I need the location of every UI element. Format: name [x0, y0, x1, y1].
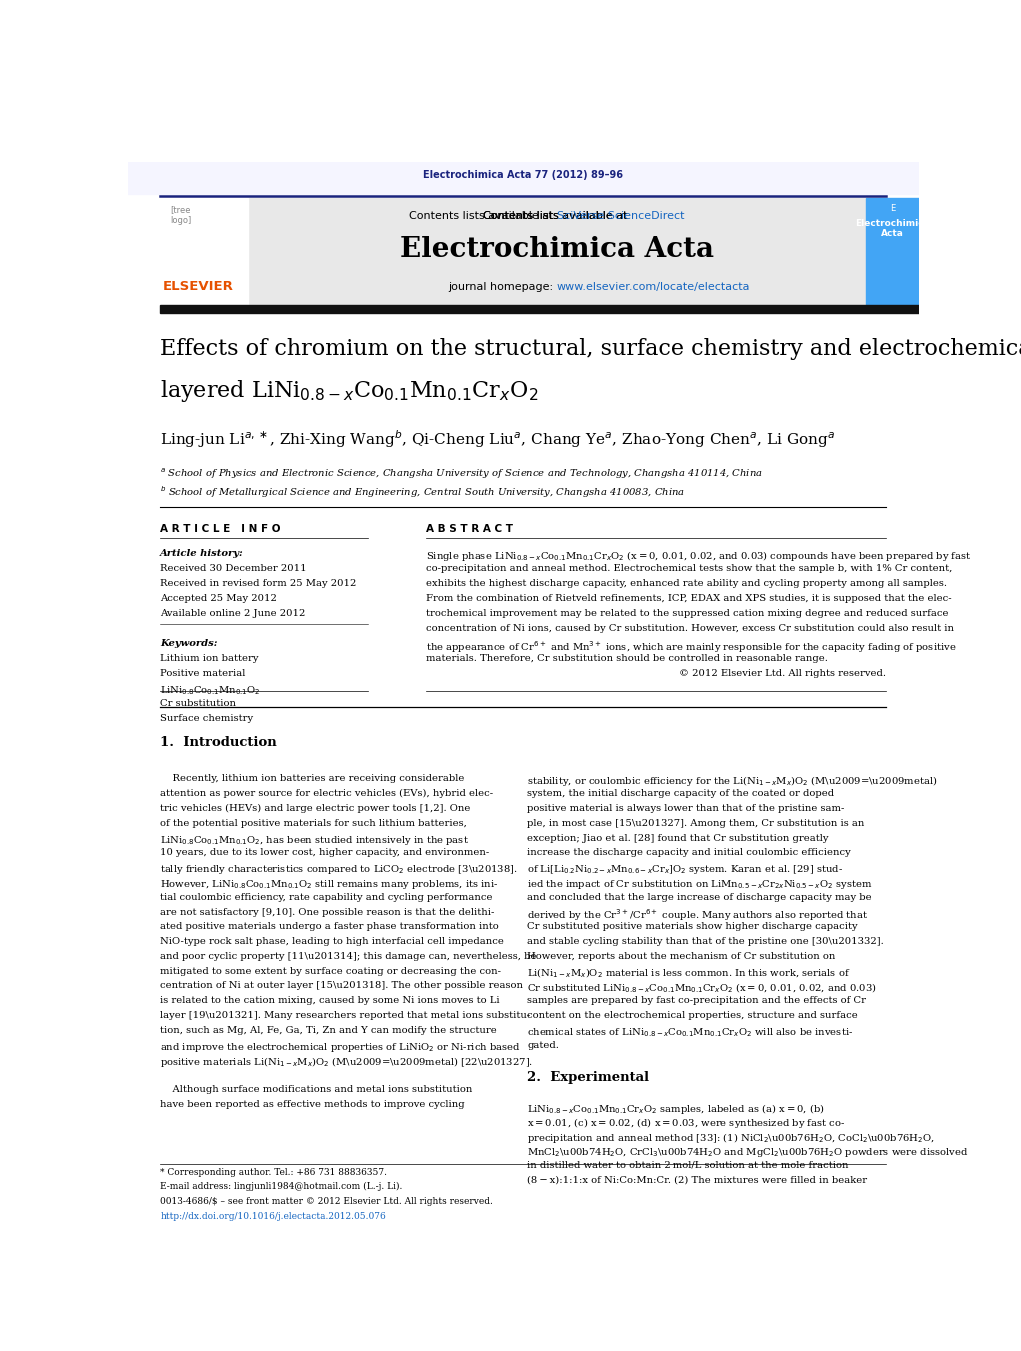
Text: Article history:: Article history:	[160, 549, 244, 558]
Text: exception; Jiao et al. [28] found that Cr substitution greatly: exception; Jiao et al. [28] found that C…	[527, 834, 829, 843]
Text: LiNi$_{0.8-x}$Co$_{0.1}$Mn$_{0.1}$Cr$_x$O$_2$ samples, labeled as (a) x$=$0, (b): LiNi$_{0.8-x}$Co$_{0.1}$Mn$_{0.1}$Cr$_x$…	[527, 1101, 825, 1116]
Text: tial coulombic efficiency, rate capability and cycling performance: tial coulombic efficiency, rate capabili…	[160, 893, 493, 901]
Text: From the combination of Rietveld refinements, ICP, EDAX and XPS studies, it is s: From the combination of Rietveld refinem…	[426, 593, 952, 603]
Text: derived by the Cr$^{3+}$/Cr$^{6+}$ couple. Many authors also reported that: derived by the Cr$^{3+}$/Cr$^{6+}$ coupl…	[527, 908, 868, 923]
Text: Li(Ni$_{1-x}$M$_x$)O$_2$ material is less common. In this work, serials of: Li(Ni$_{1-x}$M$_x$)O$_2$ material is les…	[527, 967, 850, 981]
Text: 0013-4686/$ – see front matter © 2012 Elsevier Ltd. All rights reserved.: 0013-4686/$ – see front matter © 2012 El…	[160, 1197, 493, 1206]
Text: stability, or coulombic efficiency for the Li(Ni$_{1-x}$M$_x$)O$_2$ (M\u2009=\u2: stability, or coulombic efficiency for t…	[527, 774, 937, 789]
Text: E: E	[890, 204, 895, 212]
Text: layered LiNi$_{0.8-x}$Co$_{0.1}$Mn$_{0.1}$Cr$_x$O$_2$: layered LiNi$_{0.8-x}$Co$_{0.1}$Mn$_{0.1…	[160, 378, 538, 404]
Text: attention as power source for electric vehicles (EVs), hybrid elec-: attention as power source for electric v…	[160, 789, 493, 798]
Text: LiNi$_{0.8}$Co$_{0.1}$Mn$_{0.1}$O$_2$, has been studied intensively in the past: LiNi$_{0.8}$Co$_{0.1}$Mn$_{0.1}$O$_2$, h…	[160, 834, 470, 847]
Text: and stable cycling stability than that of the pristine one [30\u201332].: and stable cycling stability than that o…	[527, 938, 884, 946]
Text: 2.  Experimental: 2. Experimental	[527, 1071, 649, 1084]
Text: Cr substituted LiNi$_{0.8-x}$Co$_{0.1}$Mn$_{0.1}$Cr$_x$O$_2$ (x$=$0, 0.01, 0.02,: Cr substituted LiNi$_{0.8-x}$Co$_{0.1}$M…	[527, 981, 877, 996]
Text: ple, in most case [15\u201327]. Among them, Cr substitution is an: ple, in most case [15\u201327]. Among th…	[527, 819, 865, 828]
Text: and concluded that the large increase of discharge capacity may be: and concluded that the large increase of…	[527, 893, 872, 901]
Text: precipitation and anneal method [33]: (1) NiCl$_2$\u00b76H$_2$O, CoCl$_2$\u00b76: precipitation and anneal method [33]: (1…	[527, 1131, 935, 1146]
Text: and improve the electrochemical properties of LiNiO$_2$ or Ni-rich based: and improve the electrochemical properti…	[160, 1040, 521, 1054]
Text: trochemical improvement may be related to the suppressed cation mixing degree an: trochemical improvement may be related t…	[426, 609, 949, 617]
Text: $^{a}$ School of Physics and Electronic Science, Changsha University of Science : $^{a}$ School of Physics and Electronic …	[160, 467, 763, 481]
Text: samples are prepared by fast co-precipitation and the effects of Cr: samples are prepared by fast co-precipit…	[527, 996, 866, 1005]
Text: However, LiNi$_{0.8}$Co$_{0.1}$Mn$_{0.1}$O$_2$ still remains many problems, its : However, LiNi$_{0.8}$Co$_{0.1}$Mn$_{0.1}…	[160, 878, 498, 890]
Text: Effects of chromium on the structural, surface chemistry and electrochemical of: Effects of chromium on the structural, s…	[160, 338, 1021, 359]
Text: ated positive materials undergo a faster phase transformation into: ated positive materials undergo a faster…	[160, 923, 499, 931]
Text: tion, such as Mg, Al, Fe, Ga, Ti, Zn and Y can modify the structure: tion, such as Mg, Al, Fe, Ga, Ti, Zn and…	[160, 1025, 497, 1035]
Text: of the potential positive materials for such lithium batteries,: of the potential positive materials for …	[160, 819, 467, 828]
Text: $^{b}$ School of Metallurgical Science and Engineering, Central South University: $^{b}$ School of Metallurgical Science a…	[160, 484, 685, 500]
Text: the appearance of Cr$^{6+}$ and Mn$^{3+}$ ions, which are mainly responsible for: the appearance of Cr$^{6+}$ and Mn$^{3+}…	[426, 639, 957, 654]
Text: Surface chemistry: Surface chemistry	[160, 715, 253, 723]
Text: ELSEVIER: ELSEVIER	[162, 280, 234, 293]
Text: Accepted 25 May 2012: Accepted 25 May 2012	[160, 593, 277, 603]
Text: tally friendly characteristics compared to LiCO$_2$ electrode [3\u20138].: tally friendly characteristics compared …	[160, 863, 518, 877]
Text: chemical states of LiNi$_{0.8-x}$Co$_{0.1}$Mn$_{0.1}$Cr$_x$O$_2$ will also be in: chemical states of LiNi$_{0.8-x}$Co$_{0.…	[527, 1025, 854, 1039]
Text: materials. Therefore, Cr substitution should be controlled in reasonable range.: materials. Therefore, Cr substitution sh…	[426, 654, 828, 663]
Text: Available online 2 June 2012: Available online 2 June 2012	[160, 609, 305, 617]
Text: www.elsevier.com/locate/electacta: www.elsevier.com/locate/electacta	[557, 282, 750, 292]
Bar	[160, 197, 248, 307]
Text: mitigated to some extent by surface coating or decreasing the con-: mitigated to some extent by surface coat…	[160, 967, 501, 975]
Bar	[128, 162, 919, 195]
Text: and poor cyclic property [11\u201314]; this damage can, nevertheless, be: and poor cyclic property [11\u201314]; t…	[160, 952, 537, 961]
Text: x$=$0.01, (c) x$=$0.02, (d) x$=$0.03, were synthesized by fast co-: x$=$0.01, (c) x$=$0.02, (d) x$=$0.03, we…	[527, 1116, 845, 1131]
Text: SciVerse ScienceDirect: SciVerse ScienceDirect	[557, 211, 684, 222]
Text: Electrochimica
Acta: Electrochimica Acta	[856, 219, 930, 239]
Text: of Li[Li$_{0.2}$Ni$_{0.2-x}$Mn$_{0.6-x}$Cr$_x$]O$_2$ system. Karan et al. [29] s: of Li[Li$_{0.2}$Ni$_{0.2-x}$Mn$_{0.6-x}$…	[527, 863, 843, 877]
Text: system, the initial discharge capacity of the coated or doped: system, the initial discharge capacity o…	[527, 789, 834, 798]
Text: is related to the cation mixing, caused by some Ni ions moves to Li: is related to the cation mixing, caused …	[160, 996, 500, 1005]
Text: However, reports about the mechanism of Cr substitution on: However, reports about the mechanism of …	[527, 952, 835, 961]
Bar	[866, 197, 919, 307]
Text: © 2012 Elsevier Ltd. All rights reserved.: © 2012 Elsevier Ltd. All rights reserved…	[679, 669, 886, 678]
Text: Lithium ion battery: Lithium ion battery	[160, 654, 258, 663]
Text: [tree
logo]: [tree logo]	[171, 205, 192, 224]
Text: are not satisfactory [9,10]. One possible reason is that the delithi-: are not satisfactory [9,10]. One possibl…	[160, 908, 494, 916]
Text: (8 − x):1:1:x of Ni:Co:Mn:Cr. (2) The mixtures were filled in beaker: (8 − x):1:1:x of Ni:Co:Mn:Cr. (2) The mi…	[527, 1175, 867, 1185]
Text: Recently, lithium ion batteries are receiving considerable: Recently, lithium ion batteries are rece…	[160, 774, 465, 784]
Text: Received in revised form 25 May 2012: Received in revised form 25 May 2012	[160, 578, 356, 588]
Text: http://dx.doi.org/10.1016/j.electacta.2012.05.076: http://dx.doi.org/10.1016/j.electacta.20…	[160, 1212, 386, 1221]
Text: gated.: gated.	[527, 1040, 560, 1050]
Text: 10 years, due to its lower cost, higher capacity, and environmen-: 10 years, due to its lower cost, higher …	[160, 848, 489, 858]
Bar	[248, 197, 866, 307]
Text: * Corresponding author. Tel.: +86 731 88836357.: * Corresponding author. Tel.: +86 731 88…	[160, 1167, 387, 1177]
Text: have been reported as effective methods to improve cycling: have been reported as effective methods …	[160, 1100, 465, 1109]
Text: Electrochimica Acta: Electrochimica Acta	[400, 236, 714, 263]
Text: A B S T R A C T: A B S T R A C T	[426, 524, 513, 534]
Text: journal homepage:: journal homepage:	[448, 282, 557, 292]
Text: layer [19\u201321]. Many researchers reported that metal ions substitu-: layer [19\u201321]. Many researchers rep…	[160, 1011, 531, 1020]
Text: Although surface modifications and metal ions substitution: Although surface modifications and metal…	[160, 1085, 473, 1094]
Text: co-precipitation and anneal method. Electrochemical tests show that the sample b: co-precipitation and anneal method. Elec…	[426, 563, 953, 573]
Bar	[160, 305, 919, 313]
Text: A R T I C L E   I N F O: A R T I C L E I N F O	[160, 524, 281, 534]
Text: content on the electrochemical properties, structure and surface: content on the electrochemical propertie…	[527, 1011, 858, 1020]
Text: Contents lists available at: Contents lists available at	[483, 211, 631, 222]
Text: ied the impact of Cr substitution on LiMn$_{0.5-x}$Cr$_{2x}$Ni$_{0.5-x}$O$_2$ sy: ied the impact of Cr substitution on LiM…	[527, 878, 873, 890]
Text: increase the discharge capacity and initial coulombic efficiency: increase the discharge capacity and init…	[527, 848, 850, 858]
Text: Keywords:: Keywords:	[160, 639, 217, 648]
Text: Contents lists available at: Contents lists available at	[409, 211, 557, 222]
Text: 1.  Introduction: 1. Introduction	[160, 736, 277, 748]
Text: LiNi$_{0.8}$Co$_{0.1}$Mn$_{0.1}$O$_2$: LiNi$_{0.8}$Co$_{0.1}$Mn$_{0.1}$O$_2$	[160, 684, 260, 697]
Text: NiO-type rock salt phase, leading to high interfacial cell impedance: NiO-type rock salt phase, leading to hig…	[160, 938, 504, 946]
Text: positive material is always lower than that of the pristine sam-: positive material is always lower than t…	[527, 804, 844, 813]
Text: Ling-jun Li$^{a,\ast}$, Zhi-Xing Wang$^{b}$, Qi-Cheng Liu$^{a}$, Chang Ye$^{a}$,: Ling-jun Li$^{a,\ast}$, Zhi-Xing Wang$^{…	[160, 428, 835, 450]
Text: centration of Ni at outer layer [15\u201318]. The other possible reason: centration of Ni at outer layer [15\u201…	[160, 981, 523, 990]
Text: Cr substitution: Cr substitution	[160, 700, 236, 708]
Text: E-mail address: lingjunli1984@hotmail.com (L.-j. Li).: E-mail address: lingjunli1984@hotmail.co…	[160, 1182, 402, 1192]
Text: concentration of Ni ions, caused by Cr substitution. However, excess Cr substitu: concentration of Ni ions, caused by Cr s…	[426, 624, 954, 632]
Text: Electrochimica Acta 77 (2012) 89–96: Electrochimica Acta 77 (2012) 89–96	[424, 170, 623, 180]
Text: Single phase LiNi$_{0.8-x}$Co$_{0.1}$Mn$_{0.1}$Cr$_x$O$_2$ (x$=$0, 0.01, 0.02, a: Single phase LiNi$_{0.8-x}$Co$_{0.1}$Mn$…	[426, 549, 972, 562]
Text: Positive material: Positive material	[160, 669, 245, 678]
Text: positive materials Li(Ni$_{1-x}$M$_x$)O$_2$ (M\u2009=\u2009metal) [22\u201327].: positive materials Li(Ni$_{1-x}$M$_x$)O$…	[160, 1055, 533, 1070]
Text: tric vehicles (HEVs) and large electric power tools [1,2]. One: tric vehicles (HEVs) and large electric …	[160, 804, 471, 813]
Text: exhibits the highest discharge capacity, enhanced rate ability and cycling prope: exhibits the highest discharge capacity,…	[426, 578, 947, 588]
Text: Received 30 December 2011: Received 30 December 2011	[160, 563, 306, 573]
Text: Contents lists available at: Contents lists available at	[483, 211, 631, 222]
Text: MnCl$_2$\u00b74H$_2$O, CrCl$_3$\u00b74H$_2$O and MgCl$_2$\u00b76H$_2$O powders w: MnCl$_2$\u00b74H$_2$O, CrCl$_3$\u00b74H$…	[527, 1146, 969, 1159]
Text: in distilled water to obtain 2 mol/L solution at the mole fraction: in distilled water to obtain 2 mol/L sol…	[527, 1161, 848, 1170]
Text: Cr substituted positive materials show higher discharge capacity: Cr substituted positive materials show h…	[527, 923, 858, 931]
